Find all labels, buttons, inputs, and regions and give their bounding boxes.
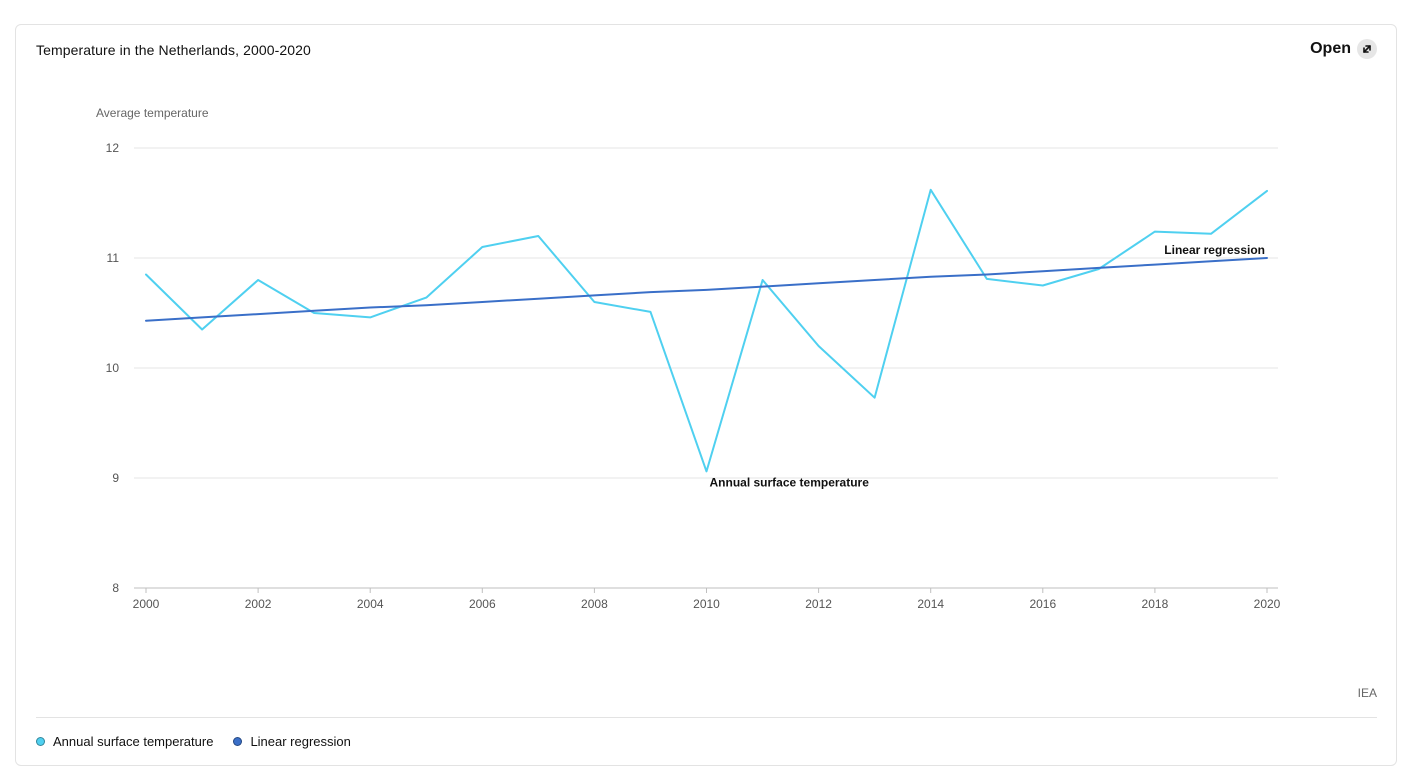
source-label: IEA — [1357, 686, 1377, 700]
x-tick-label-2004: 2004 — [357, 597, 384, 611]
x-tick-label-2006: 2006 — [469, 597, 496, 611]
open-button[interactable]: Open — [1310, 39, 1377, 59]
y-tick-label-11: 11 — [107, 251, 120, 265]
x-tick-label-2000: 2000 — [133, 597, 160, 611]
y-tick-label-12: 12 — [106, 141, 120, 155]
legend-label-regression: Linear regression — [250, 734, 351, 749]
x-tick-label-2018: 2018 — [1142, 597, 1169, 611]
legend-swatch-regression — [233, 737, 243, 746]
annual-temperature-line — [145, 188, 1268, 473]
x-tick-label-2020: 2020 — [1254, 597, 1281, 611]
chart-card: Temperature in the Netherlands, 2000-202… — [15, 24, 1397, 766]
x-tick-label-2002: 2002 — [245, 597, 272, 611]
chart-title: Temperature in the Netherlands, 2000-202… — [36, 42, 311, 58]
legend-label-annual: Annual surface temperature — [53, 734, 214, 749]
chart-legend: Annual surface temperature Linear regres… — [36, 734, 351, 749]
legend-divider — [36, 717, 1377, 718]
y-tick-label-10: 10 — [106, 361, 120, 375]
y-axis-label: Average temperature — [96, 106, 209, 120]
y-tick-label-9: 9 — [112, 471, 119, 485]
legend-item-regression[interactable]: Linear regression — [233, 734, 351, 749]
legend-item-annual[interactable]: Annual surface temperature — [36, 734, 213, 749]
x-tick-label-2010: 2010 — [693, 597, 720, 611]
y-tick-label-8: 8 — [112, 581, 119, 595]
x-tick-label-2012: 2012 — [805, 597, 832, 611]
external-link-arrow-icon — [1357, 39, 1377, 59]
x-tick-label-2014: 2014 — [917, 597, 944, 611]
linear-regression-series-label: Linear regression — [1164, 243, 1265, 257]
open-button-label: Open — [1310, 40, 1351, 57]
legend-swatch-annual — [36, 737, 45, 746]
x-tick-label-2016: 2016 — [1029, 597, 1056, 611]
line-chart: Average temperature 8 9 10 11 12 2000 2002 2004 2… — [96, 106, 1281, 611]
annual-temperature-series-label: Annual surface temperature — [710, 475, 870, 489]
linear-regression-line — [145, 257, 1268, 322]
x-tick-label-2008: 2008 — [581, 597, 608, 611]
